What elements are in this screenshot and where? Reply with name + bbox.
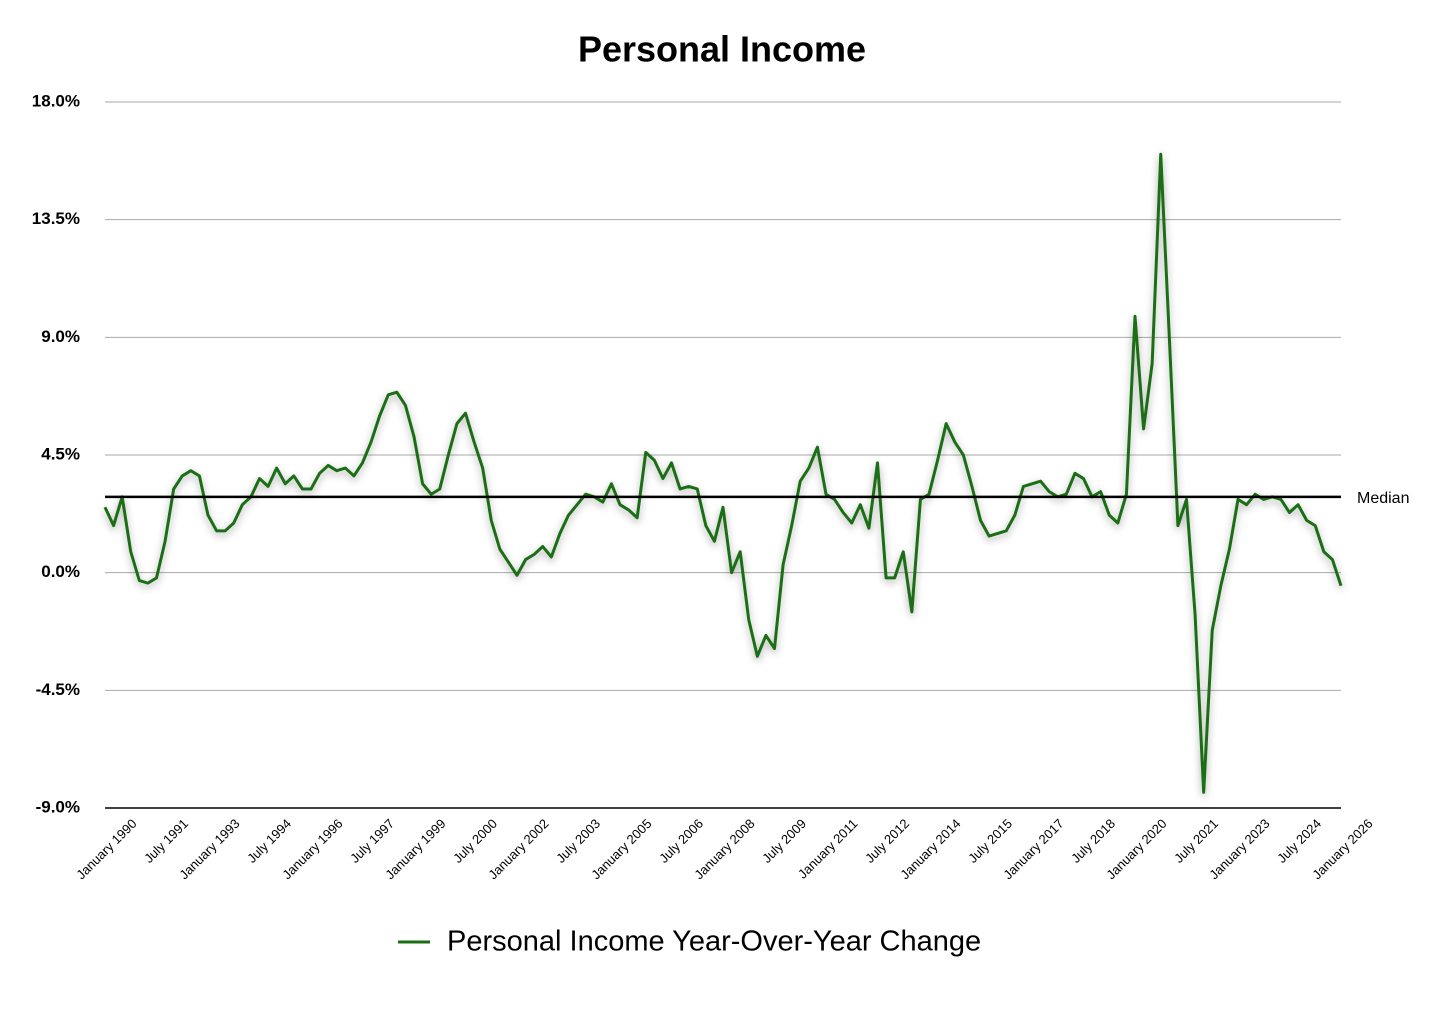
y-tick-label: 13.5% — [32, 209, 80, 228]
x-tick-label: July 1997 — [347, 816, 397, 866]
x-tick-label: July 2012 — [862, 816, 912, 866]
x-tick-label: July 2006 — [656, 816, 706, 866]
y-tick-label: -4.5% — [36, 680, 80, 699]
x-tick-label: July 1994 — [244, 816, 294, 866]
y-tick-label: 0.0% — [41, 562, 80, 581]
x-tick-label: July 1991 — [141, 816, 191, 866]
x-tick-label: July 2009 — [759, 816, 809, 866]
x-tick-label: July 2015 — [965, 816, 1015, 866]
legend-label: Personal Income Year-Over-Year Change — [447, 926, 981, 958]
y-tick-label: 9.0% — [41, 327, 80, 346]
x-tick-label: July 2024 — [1274, 816, 1324, 866]
y-tick-label: 18.0% — [32, 91, 80, 110]
x-tick-label: July 2018 — [1068, 816, 1118, 866]
data-line — [103, 152, 1343, 794]
y-tick-label: 4.5% — [41, 444, 80, 463]
x-tick-label: July 2003 — [553, 816, 603, 866]
x-tick-label: January 1990 — [73, 816, 139, 882]
median-label: Median — [1357, 490, 1409, 507]
x-tick-label: July 2021 — [1171, 816, 1221, 866]
y-tick-label: -9.0% — [36, 797, 80, 816]
chart-title: Personal Income — [578, 29, 866, 70]
x-tick-label: July 2000 — [450, 816, 500, 866]
